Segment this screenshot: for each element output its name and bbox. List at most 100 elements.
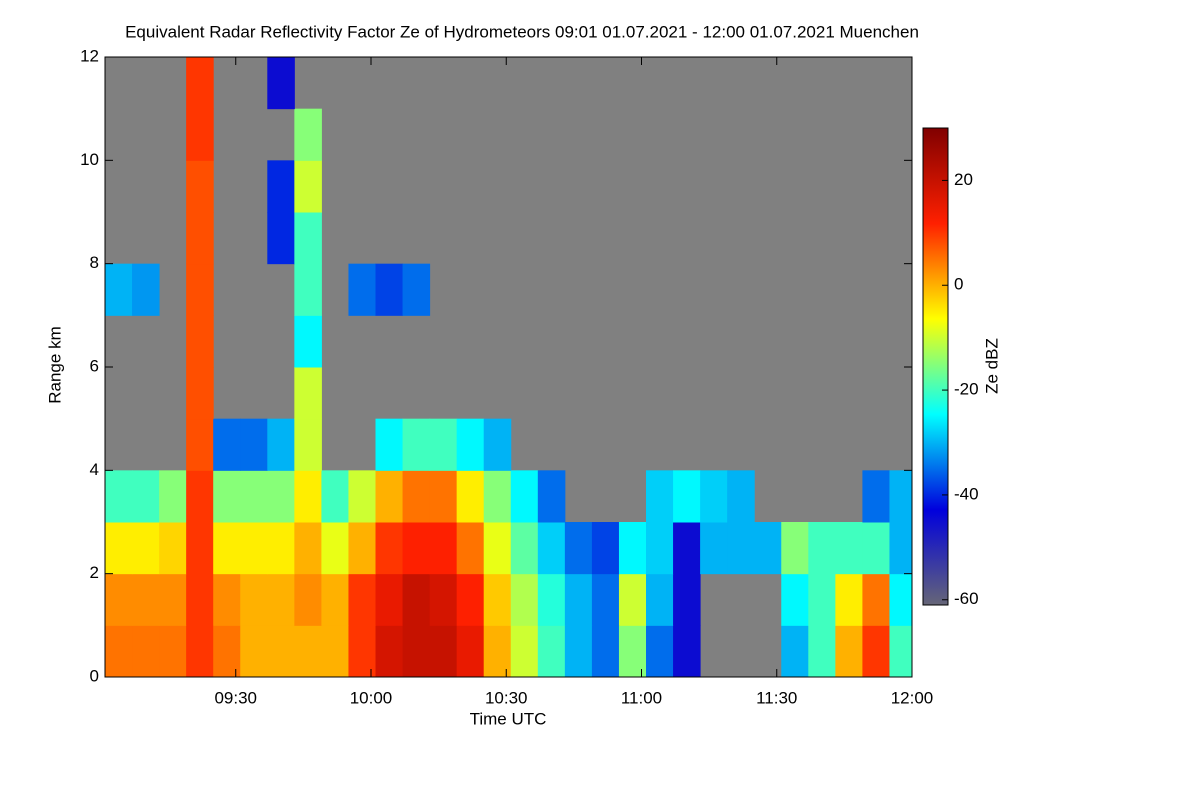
y-tick-label: 4 (90, 460, 99, 479)
heatmap-cell (186, 470, 214, 523)
y-tick-label: 2 (90, 563, 99, 582)
heatmap-cell (294, 315, 322, 368)
heatmap-cell (321, 625, 349, 677)
heatmap-cell (483, 470, 512, 523)
heatmap-cell (673, 625, 701, 677)
heatmap-cell (186, 418, 214, 471)
heatmap-cell (781, 573, 809, 626)
heatmap-cell (646, 522, 674, 575)
heatmap-cell (321, 522, 349, 575)
heatmap-cell (267, 522, 295, 575)
heatmap-cell (186, 212, 214, 265)
heatmap-cell (808, 625, 836, 677)
heatmap-cell (348, 625, 377, 677)
heatmap-cell (564, 522, 593, 575)
heatmap-cell (132, 625, 160, 677)
heatmap-cell (348, 573, 377, 626)
heatmap-cell (213, 418, 241, 471)
x-tick-label: 09:30 (214, 688, 257, 707)
heatmap-cell (132, 263, 160, 316)
heatmap-cell (402, 573, 431, 626)
heatmap-cell (105, 573, 133, 626)
heatmap-cell (159, 470, 187, 523)
heatmap-cell (862, 522, 890, 575)
heatmap-cell (186, 573, 214, 626)
heatmap-cell (294, 263, 322, 316)
heatmap-cell (186, 263, 214, 316)
heatmap-cell (321, 573, 349, 626)
heatmap-cell (429, 418, 458, 471)
heatmap-cell (564, 573, 593, 626)
heatmap-cell (862, 625, 890, 677)
heatmap-cell (889, 573, 912, 626)
heatmap-cell (213, 522, 241, 575)
x-tick-label: 12:00 (891, 688, 934, 707)
heatmap-cell (429, 625, 458, 677)
heatmap-cell (240, 573, 268, 626)
heatmap-cell (510, 522, 539, 575)
heatmap-cell (240, 418, 268, 471)
heatmap-cell (240, 625, 268, 677)
heatmap-cell (618, 625, 647, 677)
colorbar-tick-label: -20 (954, 380, 979, 399)
y-tick-label: 12 (80, 46, 99, 65)
heatmap-cell (456, 625, 485, 677)
heatmap-cell (591, 522, 620, 575)
heatmap-cell (105, 625, 133, 677)
heatmap-cell (835, 573, 863, 626)
heatmap-cell (105, 470, 133, 523)
heatmap-cell (700, 522, 728, 575)
heatmap-cell (889, 522, 912, 575)
x-axis-label: Time UTC (470, 709, 547, 728)
heatmap-cell (727, 470, 755, 523)
y-axis-label: Range km (45, 326, 64, 403)
heatmap-cell (294, 625, 322, 677)
heatmap-cell (267, 573, 295, 626)
colorbar (922, 127, 949, 606)
heatmap-cell (213, 625, 241, 677)
heatmap-cell (375, 263, 404, 316)
heatmap-cell (375, 573, 404, 626)
heatmap-cell (537, 522, 566, 575)
heatmap-cell (294, 108, 322, 161)
heatmap-cell (646, 625, 674, 677)
heatmap-cell (646, 573, 674, 626)
heatmap-cell (510, 573, 539, 626)
heatmap-cell (618, 573, 647, 626)
heatmap-cell (105, 263, 133, 316)
colorbar-tick-label: 0 (954, 275, 963, 294)
heatmap-cell (132, 522, 160, 575)
heatmap-cell (375, 470, 404, 523)
heatmap-cell (267, 57, 295, 110)
heatmap-cell (132, 470, 160, 523)
heatmap (105, 57, 912, 677)
heatmap-cell (186, 57, 214, 110)
y-tick-label: 0 (90, 666, 99, 685)
y-tick-label: 8 (90, 253, 99, 272)
heatmap-cell (429, 573, 458, 626)
heatmap-cell (483, 625, 512, 677)
heatmap-cell (808, 522, 836, 575)
heatmap-cell (294, 522, 322, 575)
heatmap-cell (673, 470, 701, 523)
heatmap-cell (510, 470, 539, 523)
heatmap-cell (781, 522, 809, 575)
heatmap-cell (267, 160, 295, 213)
heatmap-cell (456, 470, 485, 523)
heatmap-cell (673, 573, 701, 626)
heatmap-cell (835, 522, 863, 575)
heatmap-cell (267, 418, 295, 471)
heatmap-cell (240, 470, 268, 523)
colorbar-label: Ze dBZ (982, 338, 1001, 394)
heatmap-cell (429, 522, 458, 575)
chart-title: Equivalent Radar Reflectivity Factor Ze … (125, 22, 919, 41)
heatmap-cell (456, 573, 485, 626)
heatmap-cell (781, 625, 809, 677)
heatmap-cell (483, 522, 512, 575)
heatmap-cell (402, 418, 431, 471)
x-tick-label: 11:30 (756, 688, 797, 707)
heatmap-cell (862, 573, 890, 626)
heatmap-cell (294, 573, 322, 626)
heatmap-cell (618, 522, 647, 575)
